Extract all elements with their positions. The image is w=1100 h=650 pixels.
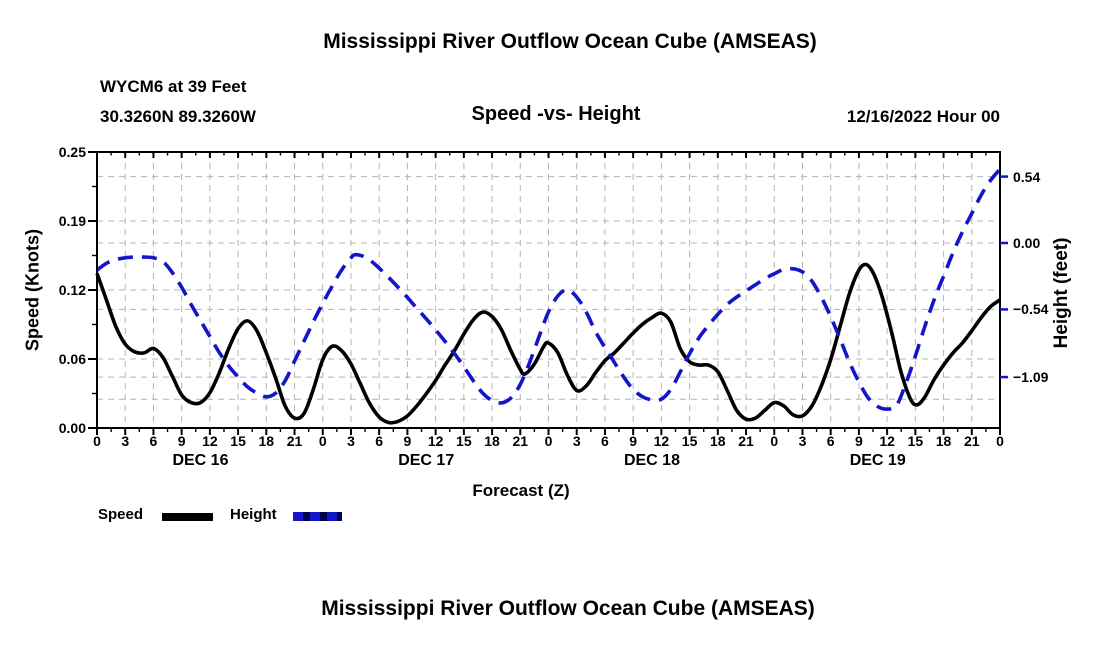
left-axis-tick-label: 0.25 xyxy=(58,144,86,160)
x-tick-label: 3 xyxy=(347,433,355,449)
right-axis-tick-label: −1.09 xyxy=(1013,369,1049,386)
x-tick-label: 18 xyxy=(484,433,500,449)
x-tick-label: 21 xyxy=(963,433,980,449)
x-axis-title: Forecast (Z) xyxy=(472,481,570,500)
x-tick-label: 21 xyxy=(738,433,754,449)
legend-height-swatch xyxy=(293,512,342,521)
left-axis-tick-label: 0.12 xyxy=(58,282,86,298)
left-axis-title: Speed (Knots) xyxy=(22,228,43,352)
x-tick-label: 0 xyxy=(93,433,101,449)
series-height-line xyxy=(95,168,1002,411)
x-tick-label: 12 xyxy=(427,433,444,449)
x-tick-label: 12 xyxy=(202,433,218,449)
x-tick-label: 21 xyxy=(512,433,529,449)
x-tick-label: 9 xyxy=(403,433,412,449)
x-tick-label: 0 xyxy=(770,433,779,449)
series-speed-line xyxy=(95,262,1002,425)
left-axis-tick-label: 0.06 xyxy=(58,351,86,367)
x-tick-label: 15 xyxy=(681,433,698,449)
x-tick-label: 12 xyxy=(653,433,670,449)
left-axis-tick-label: 0.19 xyxy=(58,213,86,229)
x-tick-label: 3 xyxy=(121,433,130,449)
x-tick-label: 6 xyxy=(149,433,158,449)
x-tick-label: 0 xyxy=(544,433,553,449)
page-title: Mississippi River Outflow Ocean Cube (AM… xyxy=(323,30,817,53)
x-tick-label: 21 xyxy=(286,433,303,449)
x-tick-label: 6 xyxy=(826,433,835,449)
right-axis-tick-label: 0.00 xyxy=(1013,235,1041,251)
x-tick-label: 0 xyxy=(996,433,1004,449)
right-axis-tick-label: 0.54 xyxy=(1013,168,1041,185)
station-name: WYCM6 at 39 Feet xyxy=(100,77,247,96)
right-axis-title: Height (feet) xyxy=(1051,237,1072,349)
x-tick-label: 6 xyxy=(375,433,384,449)
speed-height-chart xyxy=(88,151,1008,435)
second-chart-title: Mississippi River Outflow Ocean Cube (AM… xyxy=(321,597,815,620)
x-tick-label: 9 xyxy=(855,433,863,449)
x-tick-label: 3 xyxy=(572,433,581,449)
station-coordinates: 30.3260N 89.3260W xyxy=(100,107,256,126)
x-tick-label: 15 xyxy=(230,433,246,449)
x-tick-label: 18 xyxy=(935,433,952,449)
x-tick-label: 18 xyxy=(258,433,275,449)
legend-speed-label: Speed xyxy=(98,506,144,523)
right-axis-tick-label: −0.54 xyxy=(1013,301,1049,318)
day-label: DEC 16 xyxy=(172,452,229,469)
x-tick-label: 18 xyxy=(710,433,726,449)
day-label: DEC 19 xyxy=(849,452,906,469)
x-tick-label: 3 xyxy=(798,433,807,449)
legend-speed-swatch xyxy=(162,513,213,521)
x-tick-label: 0 xyxy=(318,433,327,449)
forecast-datetime: 12/16/2022 Hour 00 xyxy=(846,107,1000,126)
x-tick-label: 15 xyxy=(907,433,924,449)
x-tick-label: 15 xyxy=(456,433,472,449)
x-tick-label: 6 xyxy=(601,433,609,449)
x-tick-label: 12 xyxy=(879,433,895,449)
legend-height-label: Height xyxy=(230,506,277,523)
day-label: DEC 18 xyxy=(623,452,680,469)
left-axis-tick-label: 0.00 xyxy=(58,420,86,436)
x-tick-label: 9 xyxy=(629,433,638,449)
chart-subtitle: Speed -vs- Height xyxy=(471,103,641,125)
day-label: DEC 17 xyxy=(398,452,455,469)
x-tick-label: 9 xyxy=(177,433,186,449)
